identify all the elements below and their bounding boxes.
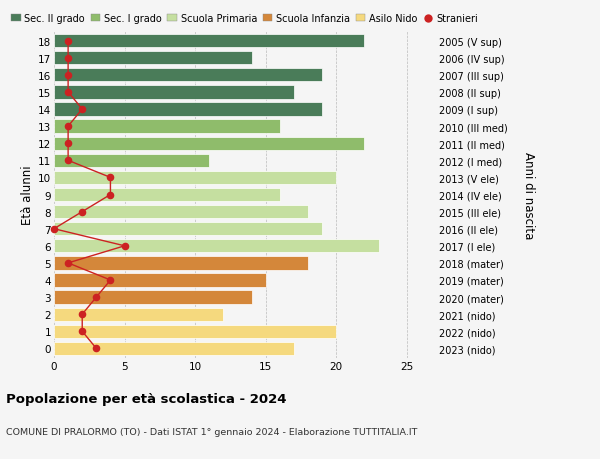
Text: COMUNE DI PRALORMO (TO) - Dati ISTAT 1° gennaio 2024 - Elaborazione TUTTITALIA.I: COMUNE DI PRALORMO (TO) - Dati ISTAT 1° … (6, 427, 418, 436)
Point (77, 311, 87, 318)
Bar (54, 120, 280, 134)
Point (64, 123, 73, 130)
Point (77, 328, 87, 335)
Point (106, 277, 115, 284)
Point (106, 174, 115, 182)
Point (92, 345, 101, 353)
Bar (54, 69, 322, 82)
Point (64, 38, 73, 45)
Point (64, 89, 73, 96)
Point (64, 55, 73, 62)
Bar (54, 171, 336, 185)
Bar (54, 274, 266, 287)
Bar (54, 223, 322, 236)
Bar (54, 240, 379, 253)
Bar (54, 206, 308, 219)
Point (64, 140, 73, 147)
Bar (54, 35, 364, 48)
Point (120, 243, 130, 250)
Bar (54, 308, 223, 321)
Point (77, 106, 87, 113)
Bar (54, 342, 294, 355)
Point (92, 294, 101, 301)
Bar (54, 291, 251, 304)
Point (106, 191, 115, 199)
Bar (54, 325, 336, 338)
Bar (54, 86, 294, 99)
Legend: Sec. II grado, Sec. I grado, Scuola Primaria, Scuola Infanzia, Asilo Nido, Stran: Sec. II grado, Sec. I grado, Scuola Prim… (11, 14, 478, 24)
Point (49, 225, 59, 233)
Point (64, 260, 73, 267)
Bar (54, 257, 308, 270)
Bar (54, 52, 251, 65)
Text: Popolazione per età scolastica - 2024: Popolazione per età scolastica - 2024 (6, 392, 287, 405)
Y-axis label: Età alunni: Età alunni (21, 165, 34, 225)
Bar (54, 103, 322, 117)
Point (64, 157, 73, 165)
Y-axis label: Anni di nascita: Anni di nascita (522, 151, 535, 239)
Bar (54, 154, 209, 168)
Point (77, 208, 87, 216)
Bar (54, 137, 364, 151)
Bar (54, 189, 280, 202)
Point (64, 72, 73, 79)
